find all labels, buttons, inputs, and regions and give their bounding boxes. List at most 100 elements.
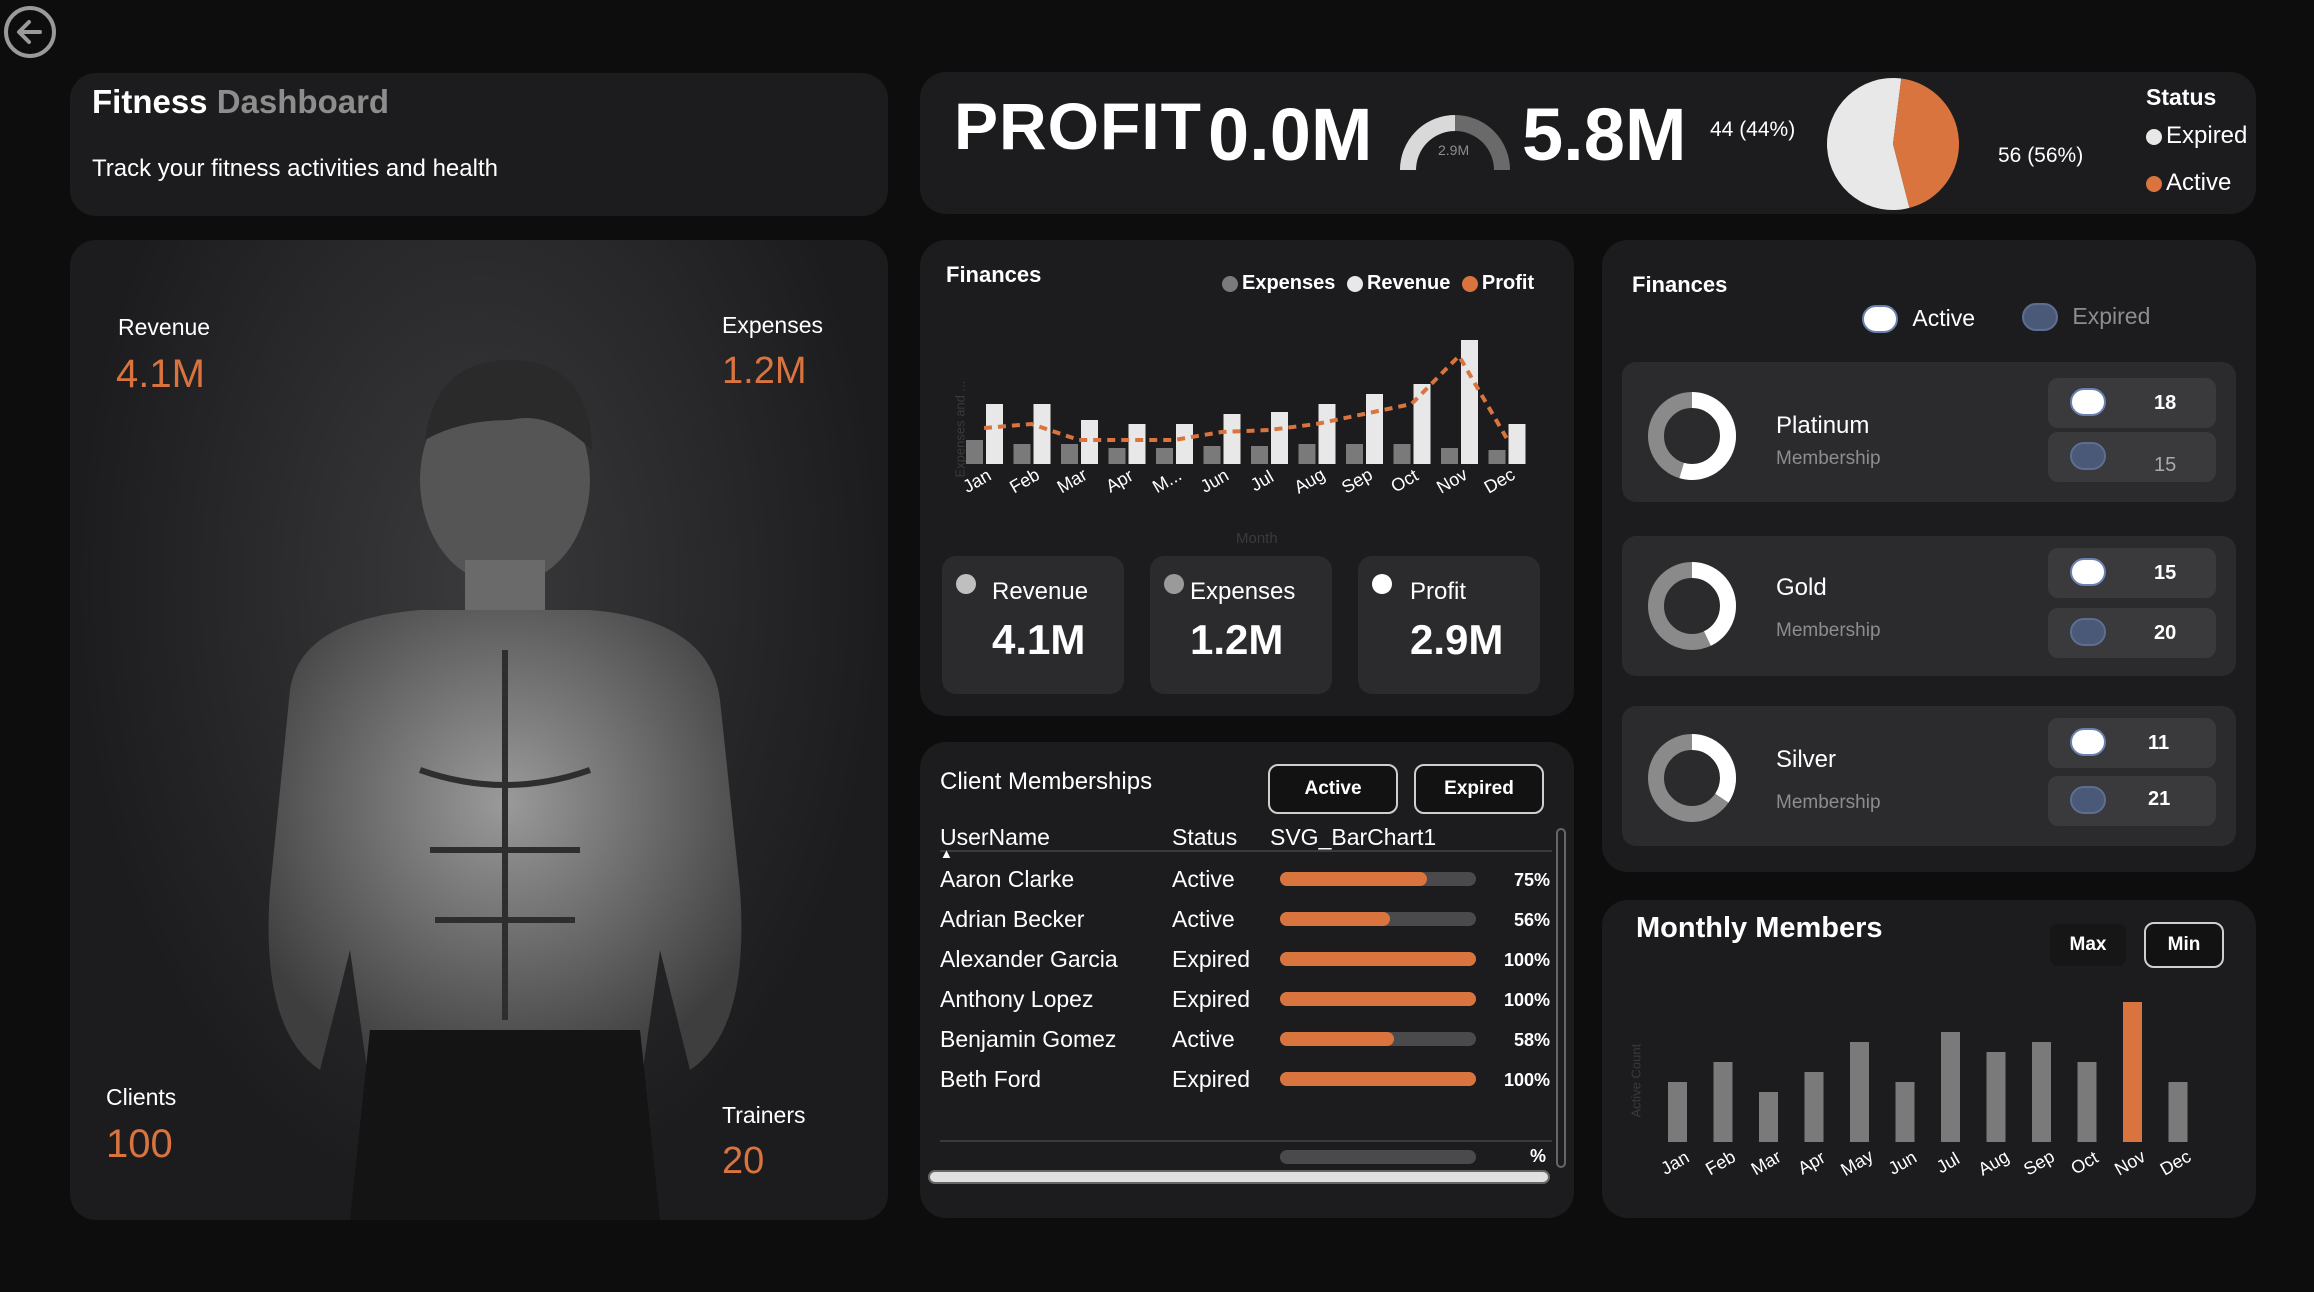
bar-revenue	[1128, 424, 1146, 464]
month-tick-label: Sep	[1338, 464, 1376, 497]
hero-card: Revenue 4.1M Expenses 1.2M Clients 100 T…	[70, 240, 888, 1220]
tier-gold-expired-count[interactable]: 20	[2048, 608, 2216, 658]
tier-silver: Silver Membership 11 21	[1622, 706, 2236, 846]
max-button[interactable]: Max	[2048, 922, 2128, 968]
tier-platinum-active-count[interactable]: 18	[2048, 378, 2216, 428]
header-card: Fitness Dashboard Track your fitness act…	[70, 73, 888, 216]
bar-revenue	[1508, 424, 1526, 464]
cell-status: Active	[1172, 906, 1235, 932]
tier-platinum-expired-count[interactable]: 15	[2048, 432, 2216, 482]
bar-monthly-members	[1986, 1052, 2006, 1142]
month-tick-label: Jun	[1885, 1147, 1920, 1179]
total-pct: %	[1530, 1146, 1547, 1166]
pie-slice-expired	[1893, 78, 1959, 208]
filter-active-button[interactable]: Active	[1268, 764, 1398, 814]
donut-active-arc	[1648, 392, 1736, 480]
table-row[interactable]: Beth Ford Expired 100%	[940, 1060, 1560, 1100]
cell-progress-bar	[1280, 912, 1476, 926]
table-row[interactable]: Benjamin Gomez Active 58%	[940, 1020, 1560, 1060]
bar-monthly-members	[1713, 1062, 1733, 1142]
back-arrow-icon[interactable]	[2, 4, 58, 60]
cell-percent: 100%	[1503, 1070, 1550, 1090]
month-tick-label: M...	[1149, 465, 1185, 497]
col-barchart[interactable]: SVG_BarChart1	[1270, 824, 1437, 850]
kpi-revenue: Revenue 4.1M	[942, 556, 1124, 694]
tier-gold-active-count[interactable]: 15	[2048, 548, 2216, 598]
cell-percent: 58%	[1513, 1030, 1550, 1050]
athlete-figure	[268, 360, 742, 1220]
pie-label-expired: 44 (44%)	[1710, 118, 1796, 141]
bar-expenses	[1013, 444, 1031, 464]
vertical-scrollbar[interactable]	[1556, 828, 1566, 1168]
cell-percent: 100%	[1503, 990, 1550, 1010]
page-title: Fitness Dashboard	[92, 83, 390, 120]
hero-revenue-value: 4.1M	[116, 352, 205, 396]
filter-expired-button[interactable]: Expired	[1414, 764, 1544, 814]
cell-percent: 75%	[1513, 870, 1550, 890]
month-tick-label: Jun	[1197, 465, 1232, 497]
status-legend-active[interactable]: Active	[2146, 169, 2231, 197]
col-status[interactable]: Status	[1172, 824, 1238, 850]
clients-table: UserName Status SVG_BarChart1 ▲ Aaron Cl…	[940, 812, 1560, 1192]
tier-silver-expired-count[interactable]: 21	[2048, 776, 2216, 826]
cell-percent: 56%	[1513, 910, 1550, 930]
bar-revenue	[986, 404, 1003, 464]
kpi-profit: Profit 2.9M	[1358, 556, 1540, 694]
bar-monthly-members	[2077, 1062, 2097, 1142]
table-row[interactable]: Anthony Lopez Expired 100%	[940, 980, 1560, 1020]
tier-silver-active-count[interactable]: 11	[2048, 718, 2216, 768]
cell-progress-bar	[1280, 952, 1476, 966]
profit-max-value: 5.8M	[1522, 93, 1687, 176]
cell-progress-bar	[1280, 872, 1476, 886]
cell-status: Active	[1172, 1026, 1235, 1052]
filter-toggle-expired[interactable]: Expired	[2022, 302, 2150, 331]
month-tick-label: Aug	[1975, 1146, 2013, 1179]
hero-clients-value: 100	[106, 1122, 173, 1166]
bar-expenses	[1108, 448, 1126, 464]
bar-revenue	[1318, 404, 1336, 464]
bar-revenue	[1223, 414, 1241, 464]
client-memberships-card: Client Memberships Active Expired UserNa…	[920, 742, 1574, 1218]
client-memberships-title: Client Memberships	[940, 768, 1153, 795]
filter-toggle-active[interactable]: Active	[1862, 304, 1975, 333]
table-header: UserName Status SVG_BarChart1 ▲	[940, 812, 1552, 861]
kpi-expenses: Expenses 1.2M	[1150, 556, 1332, 694]
month-tick-label: Jan	[959, 465, 994, 497]
cell-progress-bar	[1280, 1072, 1476, 1086]
bar-revenue	[1413, 384, 1431, 464]
bar-expenses	[1393, 444, 1411, 464]
horizontal-scrollbar[interactable]	[928, 1170, 1550, 1184]
cell-progress-bar	[1280, 992, 1476, 1006]
pie-label-active: 56 (56%)	[1998, 144, 2084, 167]
cell-status: Active	[1172, 866, 1235, 892]
profit-min-value: 0.0M	[1208, 93, 1373, 176]
bar-expenses	[1346, 444, 1363, 464]
tier-platinum: Platinum Membership 18 15	[1622, 362, 2236, 502]
table-row[interactable]: Adrian Becker Active 56%	[940, 900, 1560, 940]
cell-progress-bar	[1280, 1032, 1476, 1046]
cell-status: Expired	[1172, 946, 1250, 972]
bar-revenue	[1461, 340, 1478, 464]
col-username[interactable]: UserName	[940, 824, 1050, 850]
finances-chart-title: Finances	[946, 262, 1042, 287]
finances-legend: Expenses Revenue Profit	[1222, 272, 1534, 295]
sort-asc-icon: ▲	[940, 846, 953, 861]
pie-slice-active	[1827, 77, 1910, 210]
tier-gold: Gold Membership 15 20	[1622, 536, 2236, 676]
profit-gauge	[1400, 115, 1510, 171]
min-button[interactable]: Min	[2144, 922, 2224, 968]
donut-active-arc	[1648, 734, 1736, 822]
legend-revenue[interactable]: Revenue	[1346, 272, 1450, 294]
bar-expenses	[1251, 446, 1268, 464]
legend-expenses[interactable]: Expenses	[1222, 272, 1335, 294]
bar-monthly-members	[1759, 1092, 1778, 1142]
profit-line	[983, 352, 1509, 442]
bar-revenue	[1366, 394, 1383, 464]
bar-revenue	[1033, 404, 1051, 464]
table-row[interactable]: Aaron Clarke Active 75%	[940, 860, 1560, 900]
bar-monthly-members	[2032, 1042, 2051, 1142]
table-row[interactable]: Alexander Garcia Expired 100%	[940, 940, 1560, 980]
legend-profit[interactable]: Profit	[1461, 272, 1534, 294]
month-tick-label: Feb	[1006, 464, 1043, 497]
status-legend-expired[interactable]: Expired	[2146, 122, 2247, 150]
